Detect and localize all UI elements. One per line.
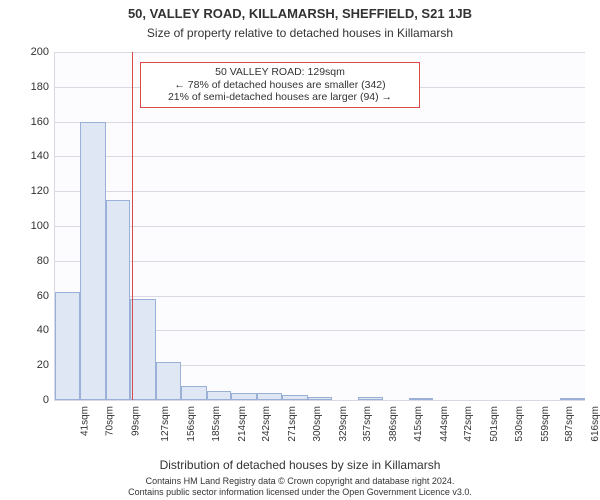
x-tick-label: 501sqm [489,406,500,442]
x-axis-label: Distribution of detached houses by size … [0,458,600,472]
histogram-bar [560,398,585,400]
histogram-bar [231,393,256,400]
x-tick-label: 300sqm [312,406,323,442]
x-tick-label: 444sqm [439,406,450,442]
gridline-h [55,226,585,227]
histogram-bar [409,398,434,400]
histogram-bar [257,393,282,400]
x-tick-label: 271sqm [287,406,298,442]
histogram-bar [106,200,131,400]
x-tick-label: 329sqm [338,406,349,442]
y-tick-label: 200 [31,46,49,58]
annotation-line: ← 78% of detached houses are smaller (34… [147,79,413,92]
gridline-h [55,122,585,123]
histogram-bar [156,362,181,400]
histogram-bar [282,395,307,400]
annotation-line: 21% of semi-detached houses are larger (… [147,91,413,104]
x-tick-label: 587sqm [564,406,575,442]
histogram-bar [181,386,206,400]
histogram-bar [207,391,232,400]
histogram-bar [55,292,80,400]
gridline-h [55,400,585,401]
x-tick-label: 559sqm [540,406,551,442]
x-tick-label: 616sqm [590,406,600,442]
gridline-h [55,191,585,192]
x-tick-label: 242sqm [261,406,272,442]
x-tick-label: 472sqm [463,406,474,442]
x-tick-label: 530sqm [514,406,525,442]
histogram-bar [130,299,155,400]
y-tick-label: 140 [31,150,49,162]
footer-attribution: Contains HM Land Registry data © Crown c… [0,476,600,498]
gridline-h [55,261,585,262]
x-tick-label: 185sqm [211,406,222,442]
footer-line-1: Contains HM Land Registry data © Crown c… [0,476,600,487]
histogram-bar [308,397,333,400]
gridline-h [55,296,585,297]
chart-plot-area: 02040608010012014016018020041sqm70sqm99s… [54,52,585,401]
reference-line [132,52,133,400]
subtitle: Size of property relative to detached ho… [0,26,600,40]
footer-line-2: Contains public sector information licen… [0,487,600,498]
x-tick-label: 415sqm [413,406,424,442]
gridline-h [55,156,585,157]
y-tick-label: 160 [31,116,49,128]
x-tick-label: 156sqm [186,406,197,442]
x-tick-label: 70sqm [105,406,116,436]
x-tick-label: 357sqm [362,406,373,442]
y-tick-label: 60 [37,290,49,302]
address-title: 50, VALLEY ROAD, KILLAMARSH, SHEFFIELD, … [0,6,600,21]
histogram-bar [80,122,105,400]
gridline-h [55,52,585,53]
y-tick-label: 0 [43,394,49,406]
y-tick-label: 80 [37,255,49,267]
y-tick-label: 180 [31,81,49,93]
x-tick-label: 41sqm [80,406,91,436]
x-tick-label: 99sqm [130,406,141,436]
y-tick-label: 20 [37,359,49,371]
y-tick-label: 40 [37,324,49,336]
annotation-line: 50 VALLEY ROAD: 129sqm [147,66,413,79]
x-tick-label: 214sqm [237,406,248,442]
histogram-bar [358,397,383,400]
annotation-box: 50 VALLEY ROAD: 129sqm← 78% of detached … [140,62,420,108]
y-tick-label: 100 [31,220,49,232]
x-tick-label: 127sqm [161,406,172,442]
y-tick-label: 120 [31,185,49,197]
x-tick-label: 386sqm [388,406,399,442]
